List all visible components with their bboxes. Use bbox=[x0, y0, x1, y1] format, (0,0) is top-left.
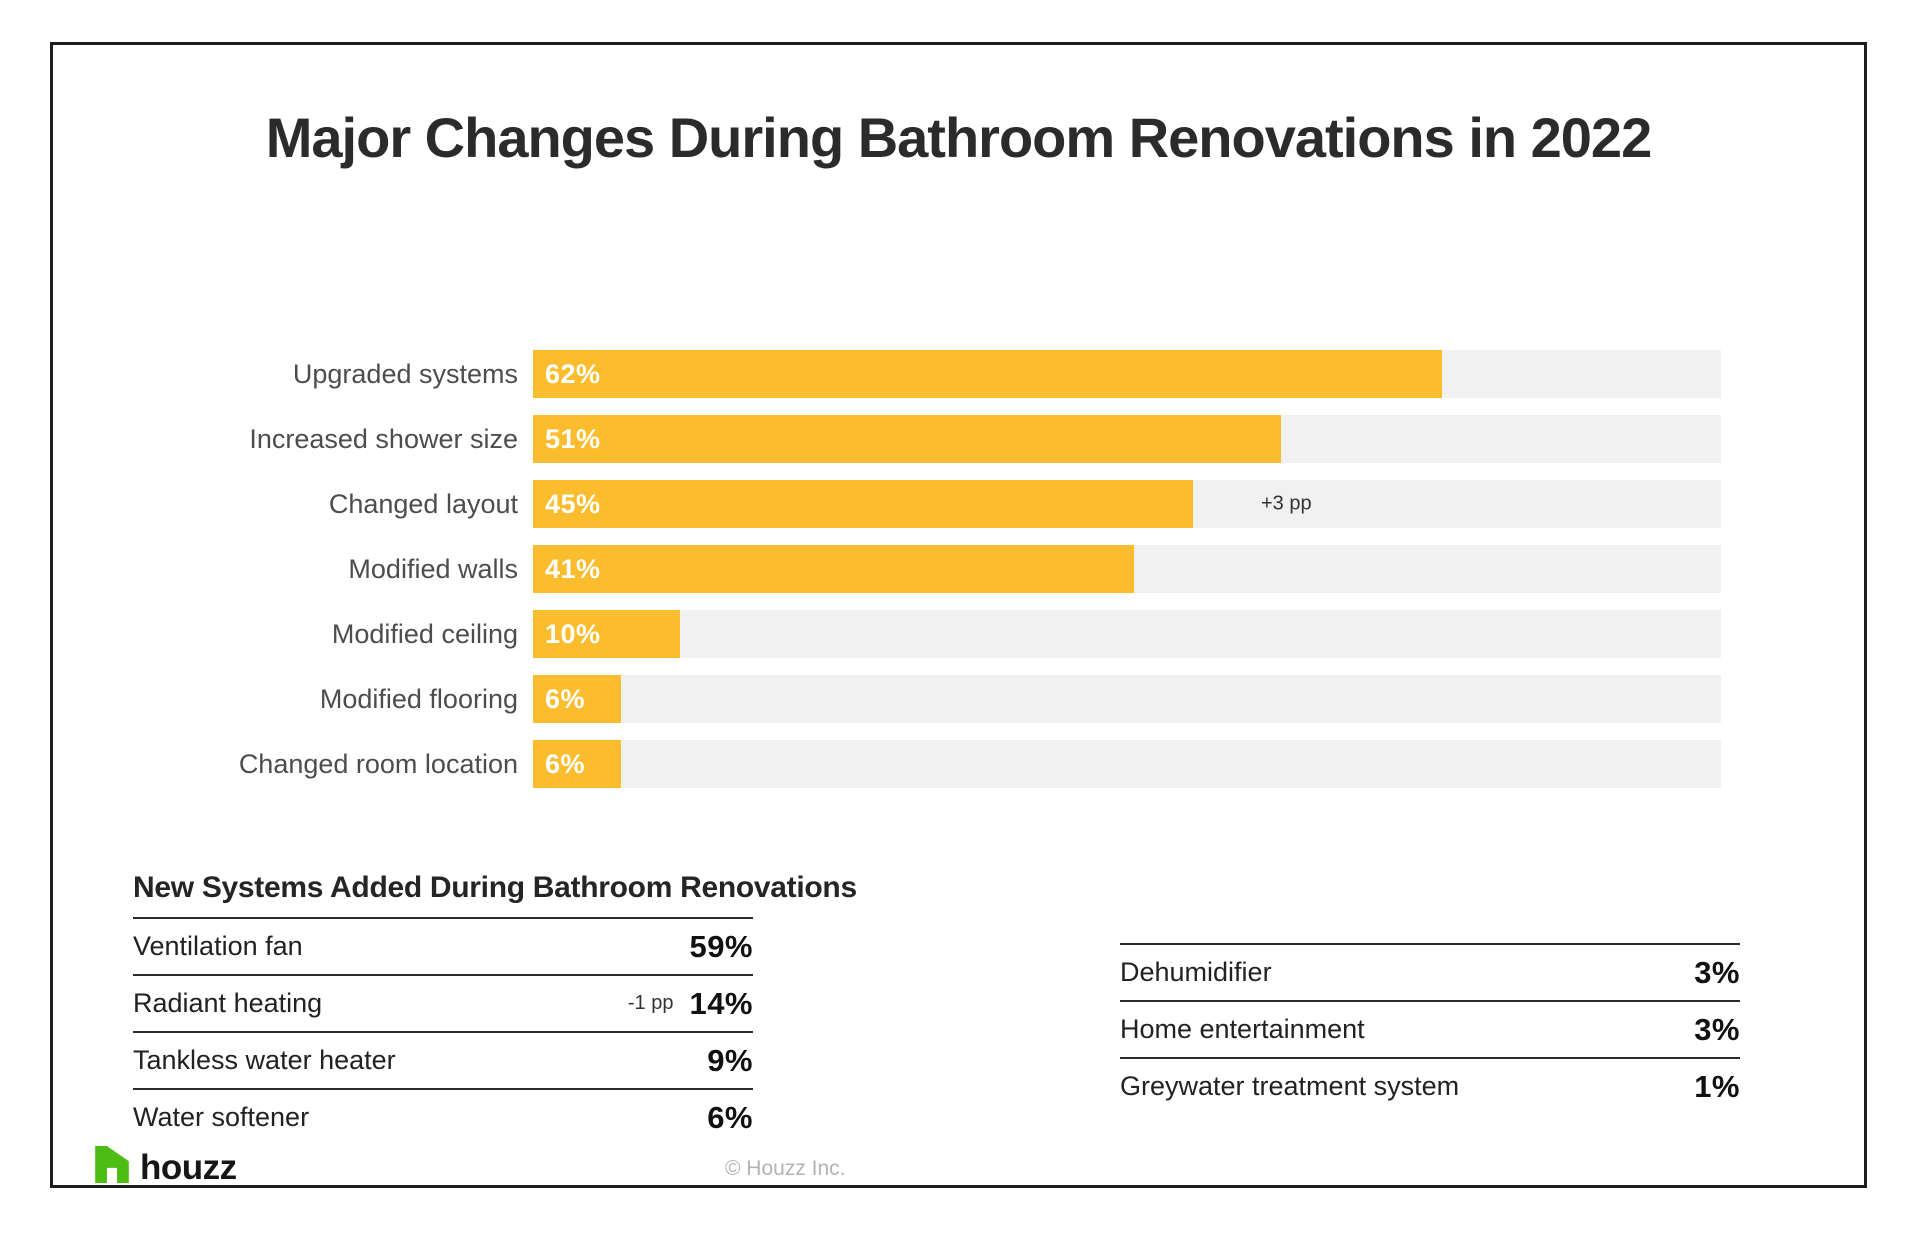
bar-row: Modified walls 41% bbox=[53, 545, 1721, 593]
bar-value-label: 51% bbox=[545, 423, 601, 454]
section-heading: New Systems Added During Bathroom Renova… bbox=[133, 871, 857, 904]
bar-category-label: Modified ceiling bbox=[331, 618, 518, 649]
table-row-label: Greywater treatment system bbox=[1120, 1071, 1460, 1101]
houzz-wordmark: houzz bbox=[140, 1148, 237, 1188]
table-row-label: Home entertainment bbox=[1120, 1014, 1365, 1044]
chart-title: Major Changes During Bathroom Renovation… bbox=[265, 106, 1652, 169]
table-row: Ventilation fan 59% bbox=[133, 917, 753, 974]
copyright-text: © Houzz Inc. bbox=[725, 1157, 846, 1180]
bar-row: Changed layout 45% +3 pp bbox=[53, 480, 1721, 528]
table-row: Water softener 6% bbox=[133, 1088, 753, 1145]
new-systems-table-left: Ventilation fan 59% Radiant heating -1 pp 14… bbox=[133, 917, 753, 1145]
bar-fill: 51% bbox=[533, 415, 1281, 463]
new-systems-table-right: Dehumidifier 3% Home entertainment 3% Greywa… bbox=[1120, 943, 1740, 1114]
table-row-label: Radiant heating bbox=[133, 988, 323, 1018]
table-row-value: 1% bbox=[1694, 1068, 1740, 1104]
table-row-label: Water softener bbox=[133, 1102, 310, 1132]
table-row-note: -1 pp bbox=[627, 992, 674, 1014]
table-row-label: Ventilation fan bbox=[133, 931, 303, 961]
table-row: Dehumidifier 3% bbox=[1120, 943, 1740, 1000]
bar-row: Modified flooring 6% bbox=[53, 675, 1721, 723]
bar-track: 10% bbox=[533, 610, 1721, 658]
bar-fill: 62% bbox=[533, 350, 1443, 398]
bar-value-label: 62% bbox=[545, 358, 601, 389]
bar-track: 62% bbox=[533, 350, 1721, 398]
bar-category-label: Modified walls bbox=[348, 553, 518, 584]
infographic-frame: Major Changes During Bathroom Renovation… bbox=[50, 42, 1867, 1188]
table-row-label: Dehumidifier bbox=[1120, 957, 1272, 987]
bar-track: 6% bbox=[533, 740, 1721, 788]
bar-category-label: Increased shower size bbox=[249, 423, 518, 454]
bar-fill: 45% bbox=[533, 480, 1193, 528]
bar-annotation: +3 pp bbox=[1261, 492, 1312, 515]
bar-value-label: 6% bbox=[545, 748, 586, 779]
table-row-value: 14% bbox=[689, 985, 753, 1021]
table-row-value: 3% bbox=[1694, 1011, 1740, 1047]
bar-value-label: 45% bbox=[545, 488, 601, 519]
bar-category-label: Changed room location bbox=[238, 748, 518, 779]
bar-category-label: Modified flooring bbox=[319, 683, 518, 714]
table-row: Tankless water heater 9% bbox=[133, 1031, 753, 1088]
bar-track: 41% bbox=[533, 545, 1721, 593]
houzz-logo: houzz bbox=[95, 1146, 237, 1188]
bar-row: Increased shower size 51% bbox=[53, 415, 1721, 463]
bar-track: 45% +3 pp bbox=[533, 480, 1721, 528]
bar-fill: 6% bbox=[533, 675, 621, 723]
bar-row: Modified ceiling 10% bbox=[53, 610, 1721, 658]
bar-row: Upgraded systems 62% bbox=[53, 350, 1721, 398]
bar-row: Changed room location 6% bbox=[53, 740, 1721, 788]
bar-track: 51% bbox=[533, 415, 1721, 463]
bar-chart: Upgraded systems 62% Increased shower size… bbox=[53, 350, 1721, 805]
table-row: Home entertainment 3% bbox=[1120, 1000, 1740, 1057]
houzz-house-icon bbox=[95, 1146, 129, 1183]
table-row: Radiant heating -1 pp 14% bbox=[133, 974, 753, 1031]
bar-category-label: Upgraded systems bbox=[292, 358, 518, 389]
bar-fill: 6% bbox=[533, 740, 621, 788]
table-row-value: 6% bbox=[707, 1099, 753, 1135]
bar-value-label: 6% bbox=[545, 683, 586, 714]
bar-track: 6% bbox=[533, 675, 1721, 723]
table-row: Greywater treatment system 1% bbox=[1120, 1057, 1740, 1114]
bar-category-label: Changed layout bbox=[328, 488, 518, 519]
table-row-value: 3% bbox=[1694, 954, 1740, 990]
table-row-value: 9% bbox=[707, 1042, 753, 1078]
table-row-value: 59% bbox=[689, 928, 753, 964]
bar-fill: 10% bbox=[533, 610, 680, 658]
bar-value-label: 41% bbox=[545, 553, 601, 584]
table-row-label: Tankless water heater bbox=[133, 1045, 396, 1075]
bar-fill: 41% bbox=[533, 545, 1135, 593]
bar-value-label: 10% bbox=[545, 618, 601, 649]
